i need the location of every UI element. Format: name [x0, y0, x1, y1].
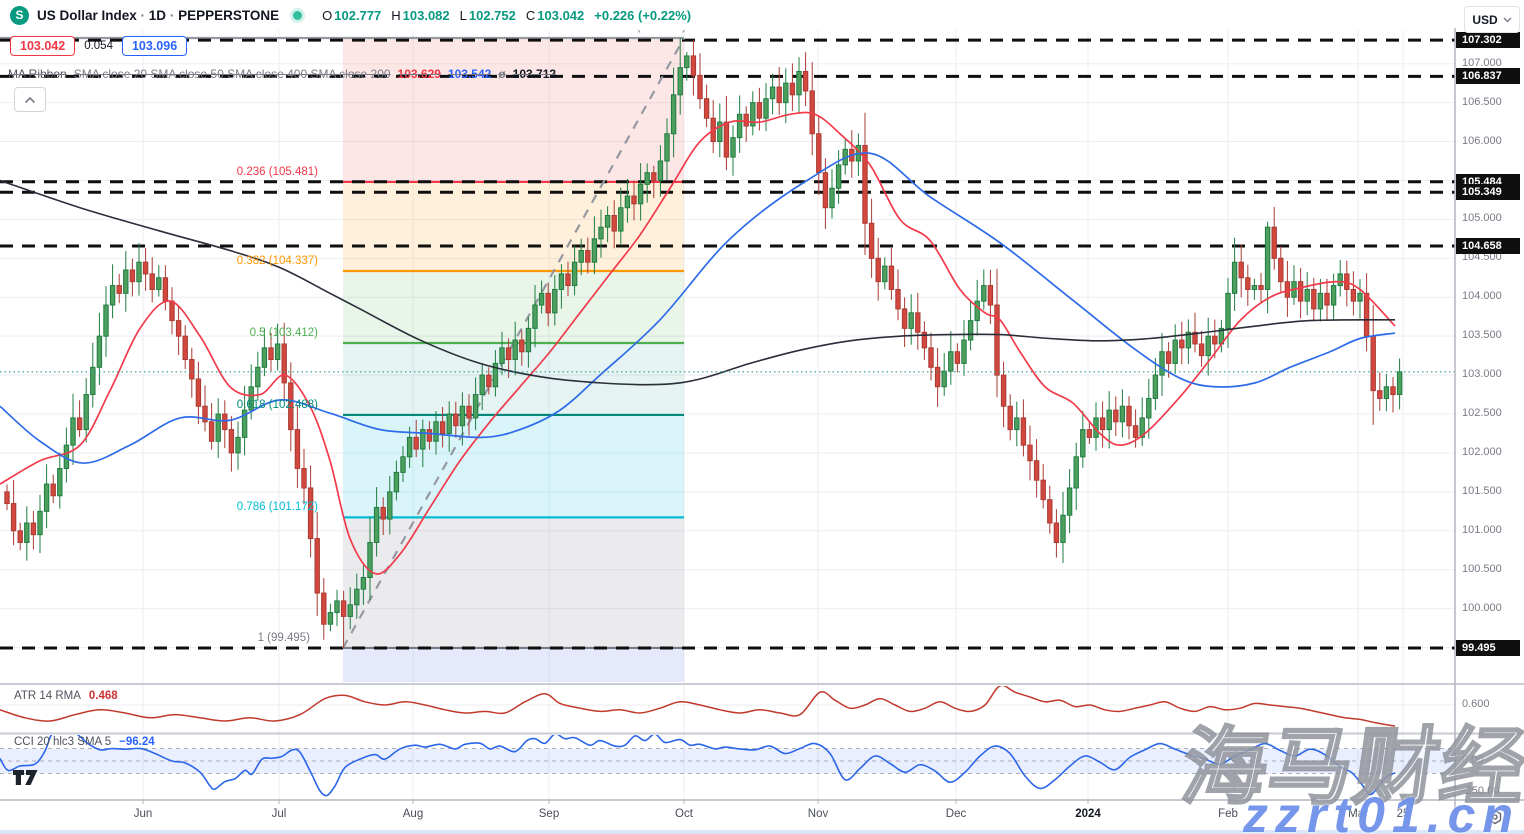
- ma-ribbon-params: SMA close 20 SMA close 50 SMA close 400 …: [73, 67, 391, 81]
- atr-legend-value: 0.468: [88, 690, 118, 702]
- tradingview-logo-icon: [13, 770, 38, 785]
- change-value: +0.226 (+0.22%): [594, 7, 692, 23]
- chevron-down-icon: [1503, 17, 1512, 22]
- pane-separators[interactable]: [0, 28, 1524, 834]
- atr-legend[interactable]: ATR 14 RMA 0.468: [14, 690, 118, 702]
- ma-ribbon-title[interactable]: MA Ribbon: [8, 67, 67, 81]
- quote-row: 103.042 0.054 103.096: [10, 36, 188, 56]
- symbol-logo-icon[interactable]: S: [10, 5, 29, 25]
- cci-legend[interactable]: CCI 20 hlc3 SMA 5 −96.24: [14, 736, 155, 748]
- spread-value: 0.054: [84, 40, 113, 52]
- ohlc-item: H 103.082: [391, 7, 450, 23]
- fib-trendline[interactable]: [342, 37, 685, 649]
- interval-label[interactable]: 1D: [148, 7, 167, 23]
- ma-ribbon-value: ø: [498, 67, 506, 81]
- ma-ribbon-value: 103.542: [447, 67, 492, 81]
- legend-collapse-button[interactable]: [14, 87, 46, 112]
- cci-legend-value: −96.24: [119, 736, 155, 748]
- ohlc-values: O 102.777 H 103.082 L 102.752 C 103.042: [322, 8, 584, 23]
- symbol-header: S US Dollar Index · 1D · PEPPERSTONE O 10…: [0, 0, 1454, 30]
- ma-ribbon-value: 103.629: [397, 67, 441, 81]
- ohlc-item: O 102.777: [322, 7, 382, 23]
- cci-pane[interactable]: [0, 732, 1455, 797]
- ma-ribbon-value: 103.712: [512, 67, 557, 81]
- tradingview-logo[interactable]: [12, 767, 40, 792]
- fib-retracement-zones: [343, 38, 684, 682]
- chevron-up-icon: [24, 96, 36, 103]
- currency-label: USD: [1472, 12, 1498, 27]
- ma-ribbon-values: 103.629 103.542 ø 103.712: [398, 67, 564, 81]
- horizontal-alert-lines[interactable]: [0, 38, 1455, 650]
- market-status-dot[interactable]: [293, 10, 303, 20]
- ohlc-item: C 103.042: [525, 7, 585, 23]
- cci-legend-title[interactable]: CCI 20 hlc3 SMA 5: [14, 736, 112, 748]
- ohlc-item: L 102.752: [459, 7, 516, 23]
- axis-settings-icon[interactable]: [1487, 809, 1503, 830]
- currency-dropdown[interactable]: USD: [1464, 6, 1520, 33]
- ma-ribbon-legend[interactable]: MA Ribbon SMA close 20 SMA close 50 SMA …: [8, 67, 563, 81]
- candlestick-series[interactable]: [4, 38, 1403, 648]
- moving-average-lines[interactable]: [0, 111, 1396, 575]
- buy-button[interactable]: 103.096: [121, 36, 188, 56]
- symbol-name[interactable]: US Dollar Index: [37, 7, 137, 23]
- atr-pane[interactable]: [0, 685, 1396, 727]
- exchange-label[interactable]: PEPPERSTONE: [178, 7, 280, 23]
- gear-icon: [1488, 809, 1502, 825]
- symbol-title[interactable]: US Dollar Index · 1D · PEPPERSTONE: [37, 7, 280, 23]
- sell-button[interactable]: 103.042: [10, 36, 76, 56]
- atr-legend-title[interactable]: ATR 14 RMA: [14, 690, 81, 702]
